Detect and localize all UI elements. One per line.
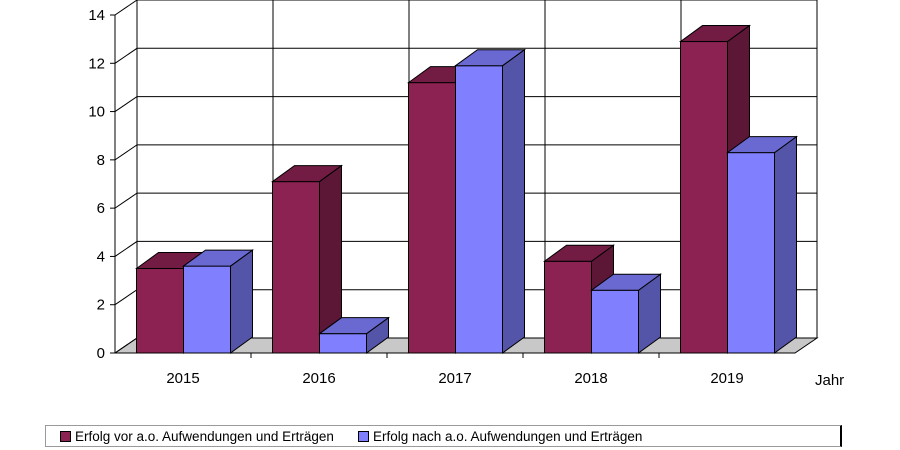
- bar-top: [542, 244, 616, 262]
- y-axis: 0 2 4 6 8 10 12 14: [88, 7, 115, 362]
- legend-label-series-1: Erfolg vor a.o. Aufwendungen und Erträge…: [75, 428, 334, 444]
- bar-front: [591, 289, 639, 354]
- y-tick-label: 2: [97, 297, 105, 314]
- y-tick-label: 14: [88, 7, 105, 24]
- bar: [317, 316, 391, 354]
- bar-top: [678, 25, 752, 43]
- y-tick-label: 12: [88, 55, 105, 72]
- x-tick-label: 2016: [302, 370, 335, 387]
- gridline: [114, 47, 817, 64]
- x-tick-label: 2019: [710, 370, 743, 387]
- bar-top: [589, 273, 663, 291]
- bar: [725, 135, 799, 354]
- bar: [589, 273, 663, 354]
- gridline: [114, 144, 817, 161]
- bar-front: [727, 152, 775, 354]
- bar-front: [183, 265, 231, 354]
- gridline: [114, 192, 817, 209]
- y-tick-label: 10: [88, 104, 105, 121]
- gridline: [114, 240, 817, 257]
- x-tick-label: 2017: [438, 370, 471, 387]
- bar-side: [502, 48, 525, 354]
- bar-front: [136, 268, 184, 354]
- x-axis: 2015 2016 2017 2018 2019: [115, 352, 795, 387]
- legend-label-series-2: Erfolg nach a.o. Aufwendungen und Erträg…: [372, 428, 643, 444]
- bar: [453, 48, 527, 354]
- y-tick-label: 6: [97, 200, 105, 217]
- y-tick-label: 4: [97, 248, 105, 265]
- chart-legend: Erfolg vor a.o. Aufwendungen und Erträge…: [45, 425, 842, 447]
- bar-front: [272, 181, 320, 354]
- bar-side: [230, 249, 253, 354]
- bar-front: [408, 82, 456, 354]
- y-tick-label: 0: [97, 345, 105, 362]
- bar: [181, 249, 255, 354]
- bar-side: [774, 135, 797, 354]
- bar-front: [680, 41, 728, 354]
- bar-top: [317, 317, 391, 335]
- bar-chart: 0 2 4 6 8 10 12 14 2015 2016 2017 2018 2019 Jahr: [88, 0, 844, 389]
- x-tick-label: 2015: [166, 370, 199, 387]
- x-axis-label: Jahr: [815, 372, 844, 389]
- chart-bars: [134, 24, 799, 354]
- bar-front: [544, 260, 592, 354]
- legend-swatch-series-2: [357, 430, 369, 442]
- gridline: [114, 0, 817, 16]
- bar-top: [453, 49, 527, 67]
- bar-top: [270, 165, 344, 183]
- legend-item-series-1: Erfolg vor a.o. Aufwendungen und Erträge…: [60, 429, 334, 444]
- bar-top: [181, 249, 255, 267]
- y-tick-label: 8: [97, 152, 105, 169]
- x-tick-label: 2018: [574, 370, 607, 387]
- bar-top: [725, 136, 799, 154]
- legend-swatch-series-1: [60, 430, 71, 442]
- bar-front: [455, 65, 503, 354]
- gridline: [114, 96, 817, 112]
- legend-item-series-2: Erfolg nach a.o. Aufwendungen und Erträg…: [357, 428, 643, 444]
- bar-front: [319, 333, 367, 354]
